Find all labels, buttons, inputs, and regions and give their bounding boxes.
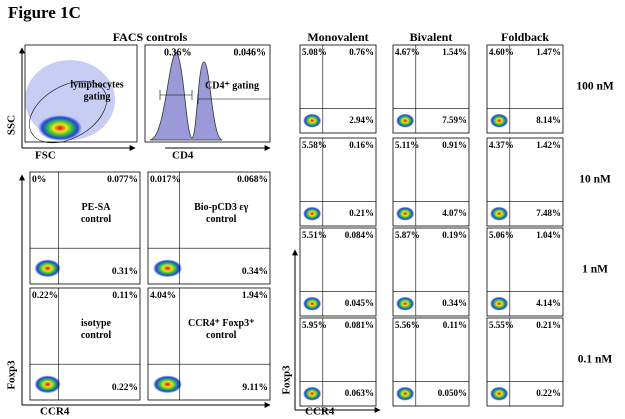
quadrant-percent: 5.87% [395,230,420,240]
quadrant-percent: 0.16% [349,140,374,150]
quadrant-percent: 4.37% [489,140,514,150]
density [490,386,509,401]
column-header: Foldback [501,30,549,44]
row-label: 10 nM [579,174,611,186]
axis-label: Foxp3 [281,365,293,395]
quadrant-percent: 1.42% [536,140,561,150]
quadrant-percent: 8.14% [536,115,561,125]
quadrant-percent: 0.063% [345,388,374,398]
column-header: Monovalent [307,30,368,44]
row-label: 0.1 nM [578,354,613,366]
panel-label: control [81,214,112,225]
quadrant-percent: 0.084% [345,230,374,240]
quadrant-percent: 0.22% [32,291,58,301]
quadrant-percent: 7.59% [442,115,467,125]
quadrant-percent: 4.07% [442,208,467,218]
density [490,113,509,128]
column-header: Bivalent [410,30,453,44]
quadrant-percent: 1.54% [442,47,467,57]
density [396,113,415,128]
quadrant-percent: 0.21% [349,208,374,218]
density [490,296,509,311]
quadrant-percent: 0.76% [349,47,374,57]
figure-title: Figure 1C [8,3,81,22]
quadrant-percent: 0.34% [242,267,268,277]
density [152,375,183,394]
quadrant-percent: 0.91% [442,140,467,150]
quadrant-percent: 5.58% [302,140,327,150]
quadrant-percent: 2.94% [349,115,374,125]
gate-label: lymphocytes [70,79,123,90]
quadrant-percent: 4.60% [489,47,514,57]
density [396,296,415,311]
density [34,259,61,278]
density [490,206,509,221]
gate-line [159,90,270,104]
quadrant-percent: 5.06% [489,230,514,240]
panel-label: control [81,330,112,341]
quadrant-percent: 0.017% [150,175,181,185]
density [396,206,415,221]
density [303,296,322,311]
quadrant-percent: 0.22% [536,388,561,398]
quadrant-percent: 5.51% [302,230,327,240]
quadrant-percent: 5.08% [302,47,327,57]
quadrant-percent: 9.11% [242,383,268,393]
quadrant-percent: 4.04% [150,291,176,301]
gate-percent: 0.36% [164,47,192,58]
row-label: 100 nM [576,81,614,93]
quadrant-percent: 5.11% [395,140,419,150]
density [152,259,183,278]
gate-label: CD4⁺ gating [205,80,259,91]
density [303,113,322,128]
quadrant-percent: 5.95% [302,320,327,330]
axis-label: CCR4 [305,406,335,418]
quadrant-percent: 1.47% [536,47,561,57]
axis-label: FSC [35,150,56,162]
gate-percent: 0.046% [234,47,267,58]
quadrant-percent: 0.081% [345,320,374,330]
panel-label: control [206,214,237,225]
gate [29,80,107,144]
density [38,115,82,141]
gate-label: gating [84,91,111,102]
row-label: 1 nM [582,264,608,276]
quadrant-percent: 7.48% [536,208,561,218]
panel-label: isotype [81,318,112,329]
density [396,386,415,401]
section-title: FACS controls [113,30,188,44]
histogram [149,51,223,141]
quadrant-percent: 4.14% [536,298,561,308]
quadrant-percent: 1.04% [536,230,561,240]
panel-label: CCR4⁺ Foxp3⁺ [188,318,254,329]
quadrant-percent: 0.34% [442,298,467,308]
quadrant-percent: 0.19% [442,230,467,240]
quadrant-percent: 0% [32,175,46,185]
panel-label: Bio-pCD3 εγ [194,202,249,213]
quadrant-percent: 0.11% [443,320,467,330]
quadrant-percent: 4.67% [395,47,420,57]
quadrant-percent: 0.11% [112,291,138,301]
quadrant-percent: 0.31% [112,267,138,277]
quadrant-percent: 5.55% [489,320,514,330]
panel-label: PE-SA [82,202,112,213]
quadrant-percent: 0.050% [438,388,467,398]
axis-label: SSC [6,115,18,135]
density [303,386,322,401]
axis-label: CCR4 [40,406,70,418]
quadrant-percent: 0.077% [107,175,138,185]
quadrant-percent: 0.068% [237,175,268,185]
quadrant-percent: 5.56% [395,320,420,330]
panel-label: control [206,330,237,341]
quadrant-percent: 0.045% [345,298,374,308]
density [303,206,322,221]
quadrant-percent: 1.94% [242,291,268,301]
quadrant-percent: 0.21% [536,320,561,330]
quadrant-percent: 0.22% [112,383,138,393]
density [34,375,61,394]
axis-label: CD4 [172,150,194,162]
axis-label: Foxp3 [6,360,18,390]
